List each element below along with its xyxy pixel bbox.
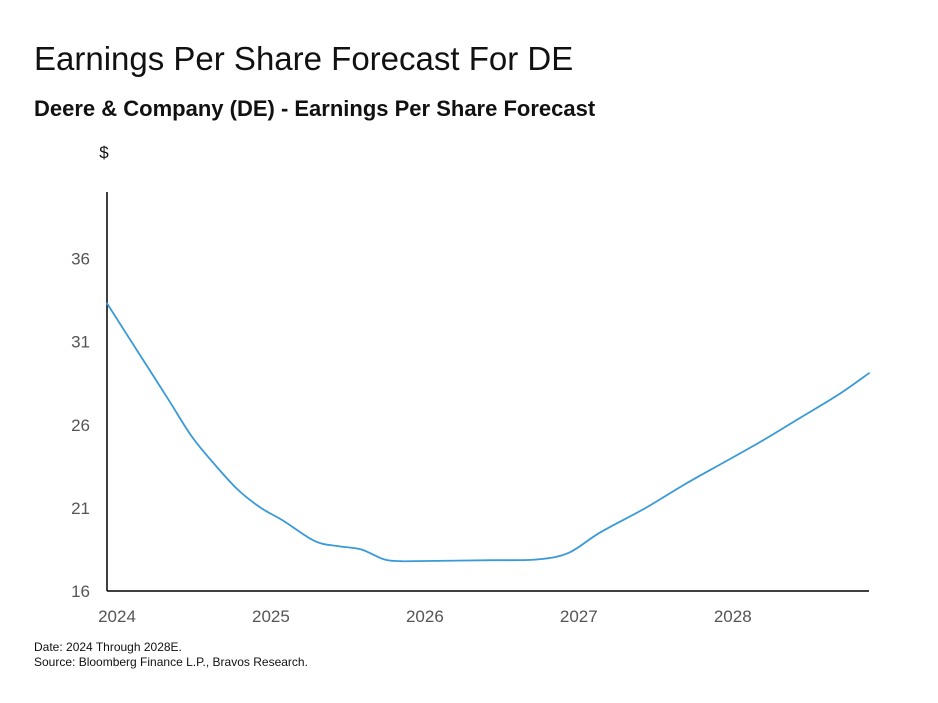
x-tick-label: 2025: [252, 607, 290, 626]
x-tick-label: 2028: [714, 607, 752, 626]
y-tick-label: 36: [71, 250, 90, 269]
source-note: Source: Bloomberg Finance L.P., Bravos R…: [34, 655, 308, 669]
date-note: Date: 2024 Through 2028E.: [34, 640, 182, 654]
eps-series-line: [106, 302, 870, 563]
y-tick-label: 21: [71, 499, 90, 518]
chart-footer: Date: 2024 Through 2028E. Source: Bloomb…: [34, 640, 308, 670]
x-tick-label: 2024: [98, 607, 136, 626]
y-tick-label: 26: [71, 416, 90, 435]
y-tick-label: 31: [71, 333, 90, 352]
x-tick-label: 2027: [560, 607, 598, 626]
page-subtitle: Deere & Company (DE) - Earnings Per Shar…: [34, 96, 596, 121]
page-title: Earnings Per Share Forecast For DE: [34, 40, 574, 77]
x-tick-label: 2026: [406, 607, 444, 626]
y-tick-label: 16: [71, 582, 90, 601]
y-axis-unit: $: [99, 143, 109, 162]
